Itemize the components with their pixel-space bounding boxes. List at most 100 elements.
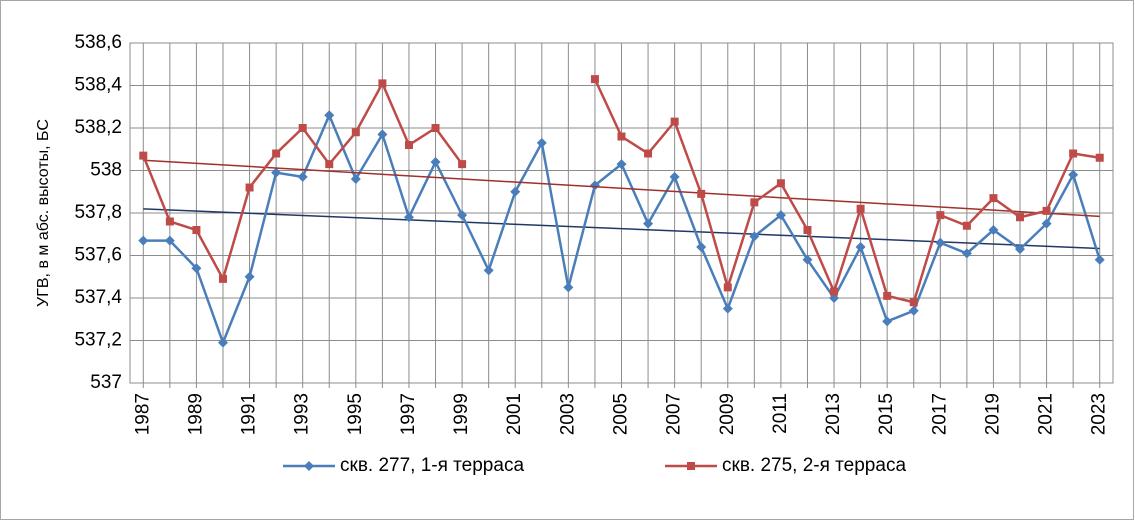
data-point xyxy=(643,218,654,229)
data-point xyxy=(882,316,893,327)
data-point xyxy=(164,235,175,246)
data-point xyxy=(1069,149,1078,158)
data-point xyxy=(750,198,759,207)
x-tick-label: 1995 xyxy=(345,393,366,435)
legend-marker xyxy=(687,462,695,470)
data-point xyxy=(936,211,945,220)
data-point xyxy=(483,265,494,276)
data-point xyxy=(830,287,839,296)
data-point xyxy=(403,212,414,223)
x-tick-label: 2001 xyxy=(504,393,525,435)
data-point xyxy=(165,217,174,226)
data-point xyxy=(1068,169,1079,180)
data-point xyxy=(803,226,812,234)
x-tick-label: 2011 xyxy=(770,393,791,434)
data-point xyxy=(324,110,335,121)
y-tick-label: 538,4 xyxy=(74,75,122,96)
data-point xyxy=(908,305,919,316)
data-point xyxy=(298,124,307,132)
data-point xyxy=(935,237,946,248)
data-point xyxy=(1095,153,1104,162)
x-tick-label: 1989 xyxy=(185,393,206,435)
data-point xyxy=(696,242,707,252)
data-point xyxy=(325,160,334,169)
y-axis-title: УГВ, в м абс. высоты, БС xyxy=(35,119,52,307)
x-tick-label: 1999 xyxy=(451,393,472,435)
data-point xyxy=(775,210,786,221)
data-point xyxy=(644,149,653,158)
data-point xyxy=(1015,244,1026,255)
data-point xyxy=(430,157,441,167)
y-tick-label: 538,2 xyxy=(74,117,122,138)
x-tick-label: 2005 xyxy=(611,393,632,435)
data-point xyxy=(776,179,785,188)
data-point xyxy=(802,254,813,265)
data-point xyxy=(297,171,308,182)
data-point xyxy=(244,271,255,282)
x-tick-label: 1987 xyxy=(132,393,153,435)
data-point xyxy=(271,167,282,178)
y-tick-label: 537,6 xyxy=(74,245,122,266)
data-point xyxy=(883,291,892,300)
data-point xyxy=(510,186,521,197)
data-point xyxy=(138,235,149,246)
data-point xyxy=(191,263,202,274)
data-point xyxy=(1094,254,1105,265)
y-tick-label: 538,6 xyxy=(74,32,122,53)
x-tick-label: 2009 xyxy=(717,393,738,435)
legend-marker xyxy=(304,461,314,471)
data-point xyxy=(351,128,360,137)
data-point xyxy=(192,226,201,234)
data-point xyxy=(669,171,680,182)
x-tick-label: 1991 xyxy=(239,393,260,435)
x-tick-label: 2023 xyxy=(1089,393,1110,435)
data-point xyxy=(856,204,865,213)
trendline xyxy=(143,159,1100,218)
x-tick-label: 2017 xyxy=(929,393,950,435)
data-point xyxy=(590,75,599,84)
data-point xyxy=(723,283,732,292)
x-tick-label: 2007 xyxy=(664,393,685,435)
data-point xyxy=(749,231,760,242)
y-tick-label: 538 xyxy=(90,160,122,181)
data-point xyxy=(589,180,600,191)
data-point xyxy=(218,274,227,283)
y-tick-label: 537,8 xyxy=(74,202,122,223)
data-point xyxy=(536,137,547,148)
data-point xyxy=(988,225,999,235)
data-point xyxy=(457,210,468,221)
y-tick-label: 537 xyxy=(90,372,122,393)
y-tick-label: 537,4 xyxy=(74,287,122,308)
x-tick-label: 2019 xyxy=(982,393,1003,435)
y-tick-label: 537,2 xyxy=(74,330,122,351)
data-point xyxy=(1041,218,1052,229)
data-point xyxy=(458,160,467,169)
data-point xyxy=(1042,206,1051,215)
legend-label: скв. 277, 1-я терраса xyxy=(340,455,524,476)
data-point xyxy=(989,194,998,203)
data-point xyxy=(245,183,254,192)
data-point xyxy=(909,298,918,307)
x-tick-label: 1997 xyxy=(398,393,419,435)
x-tick-label: 2003 xyxy=(557,393,578,435)
data-point xyxy=(962,221,971,230)
data-point xyxy=(617,132,626,141)
data-point xyxy=(431,124,440,132)
x-tick-label: 2013 xyxy=(823,393,844,435)
data-point xyxy=(217,337,228,348)
data-point xyxy=(350,174,361,184)
data-point xyxy=(378,79,387,88)
x-tick-label: 2021 xyxy=(1036,393,1057,435)
data-point xyxy=(1016,213,1025,222)
data-point xyxy=(139,151,148,160)
data-point xyxy=(377,129,388,140)
data-point xyxy=(616,159,627,170)
data-point xyxy=(697,189,706,198)
data-point xyxy=(404,141,413,149)
data-point xyxy=(961,248,972,259)
data-point xyxy=(855,242,866,252)
x-tick-label: 2015 xyxy=(876,393,897,435)
legend-label: скв. 275, 2-я терраса xyxy=(722,455,906,476)
